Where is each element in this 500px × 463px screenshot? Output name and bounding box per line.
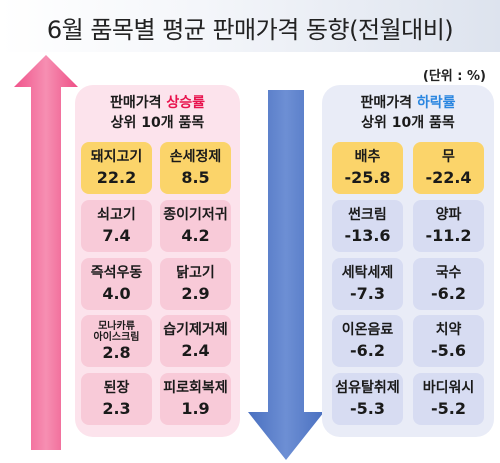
rise-heading-prefix: 판매가격: [109, 95, 167, 111]
rise-item-name: 된장: [103, 380, 130, 396]
fall-item-name: 이온음료: [341, 322, 394, 338]
rise-panel: 판매가격 상승률 상위 10개 품목 돼지고기 22.2 손세정제 8.5 쇠고기 7.4…: [75, 85, 240, 437]
fall-item-card: 바디워시 -5.2: [413, 373, 484, 425]
fall-item-name: 썬크림: [348, 207, 387, 223]
down-arrow-icon: [248, 90, 324, 460]
fall-item-value: -5.2: [431, 399, 466, 418]
fall-item-value: -22.4: [425, 168, 472, 187]
rise-item-value: 2.3: [102, 399, 131, 418]
fall-item-value: -13.6: [344, 226, 391, 245]
rise-item-name: 즉석우동: [90, 265, 143, 281]
rise-heading-line2: 상위 10개 품목: [110, 115, 205, 131]
fall-heading: 판매가격 하락률 상위 10개 품목: [322, 93, 494, 133]
rise-item-name: 피로회복제: [163, 380, 228, 396]
fall-item-card: 섬유탈취제 -5.3: [332, 373, 403, 425]
fall-item-card: 썬크림 -13.6: [332, 200, 403, 252]
fall-item-card: 무 -22.4: [413, 142, 484, 194]
fall-item-value: -7.3: [350, 284, 385, 303]
fall-panel: 판매가격 하락률 상위 10개 품목 배추 -25.8 무 -22.4 썬크림 -13.6…: [322, 85, 494, 437]
rise-heading: 판매가격 상승률 상위 10개 품목: [75, 93, 240, 133]
fall-item-value: -25.8: [344, 168, 391, 187]
fall-item-card: 이온음료 -6.2: [332, 315, 403, 367]
up-arrow-icon: [14, 55, 78, 450]
rise-item-value: 22.2: [96, 168, 137, 187]
unit-label: (단위 : %): [422, 69, 486, 84]
page-title: 6월 품목별 평균 판매가격 동향(전월대비): [46, 16, 454, 44]
fall-item-name: 국수: [435, 265, 462, 281]
rise-item-name: 손세정제: [169, 149, 222, 165]
rise-item-card: 쇠고기 7.4: [81, 200, 152, 252]
fall-item-card: 배추 -25.8: [332, 142, 403, 194]
fall-item-value: -6.2: [431, 284, 466, 303]
rise-item-value: 1.9: [181, 399, 210, 418]
fall-item-name: 치약: [435, 322, 462, 338]
fall-item-value: -6.2: [350, 341, 385, 360]
rise-item-name: 돼지고기: [90, 149, 143, 165]
rise-item-card: 된장 2.3: [81, 373, 152, 425]
fall-item-value: -11.2: [425, 226, 472, 245]
rise-item-name: 습기제거제: [163, 322, 228, 338]
fall-item-card: 세탁세제 -7.3: [332, 258, 403, 310]
fall-item-name: 섬유탈취제: [335, 380, 400, 396]
title-bar: [0, 0, 500, 52]
fall-item-value: -5.3: [350, 399, 385, 418]
fall-heading-highlight: 하락률: [416, 95, 456, 111]
rise-item-name: 모나카류 아이스크림: [93, 321, 140, 343]
fall-item-name: 배추: [354, 149, 381, 165]
rise-item-value: 4.2: [181, 226, 210, 245]
rise-heading-highlight: 상승률: [166, 95, 206, 111]
rise-item-name: 종이기저귀: [163, 207, 228, 223]
rise-item-value: 7.4: [102, 226, 131, 245]
rise-item-card: 즉석우동 4.0: [81, 258, 152, 310]
rise-item-value: 8.5: [181, 168, 210, 187]
rise-item-card: 모나카류 아이스크림 2.8: [81, 315, 152, 367]
fall-item-card: 국수 -6.2: [413, 258, 484, 310]
fall-item-card: 양파 -11.2: [413, 200, 484, 252]
rise-item-card: 손세정제 8.5: [160, 142, 231, 194]
fall-heading-line2: 상위 10개 품목: [361, 115, 455, 131]
rise-item-card: 닭고기 2.9: [160, 258, 231, 310]
rise-item-name: 닭고기: [176, 265, 215, 281]
fall-item-name: 무: [442, 149, 455, 165]
fall-item-name: 바디워시: [422, 380, 475, 396]
rise-item-value: 2.9: [181, 284, 210, 303]
fall-item-name: 양파: [435, 207, 462, 223]
fall-item-name: 세탁세제: [341, 265, 394, 281]
rise-item-value: 2.4: [181, 341, 210, 360]
rise-item-card: 습기제거제 2.4: [160, 315, 231, 367]
fall-item-value: -5.6: [431, 341, 466, 360]
rise-item-value: 4.0: [102, 284, 131, 303]
rise-item-card: 돼지고기 22.2: [81, 142, 152, 194]
rise-item-card: 종이기저귀 4.2: [160, 200, 231, 252]
fall-heading-prefix: 판매가격: [360, 95, 417, 111]
rise-item-name: 쇠고기: [97, 207, 136, 223]
fall-item-card: 치약 -5.6: [413, 315, 484, 367]
rise-item-card: 피로회복제 1.9: [160, 373, 231, 425]
rise-item-value: 2.8: [102, 343, 131, 362]
